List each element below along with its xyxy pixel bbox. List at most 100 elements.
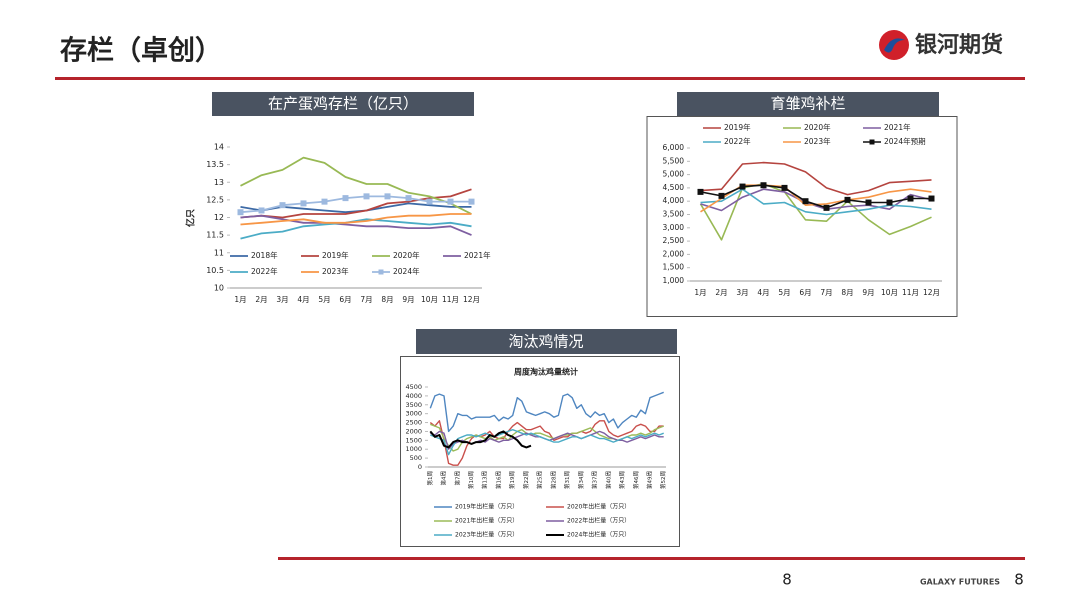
chart-frame <box>646 116 958 317</box>
series-marker <box>886 199 893 206</box>
y-tick-label: 3000 <box>405 410 422 418</box>
y-tick-label: 10 <box>214 284 224 293</box>
y-tick-label: 1000 <box>405 445 422 453</box>
series-line <box>240 213 472 226</box>
x-tick-label: 5月 <box>318 295 330 304</box>
series-marker <box>928 195 935 202</box>
y-tick-label: 12 <box>214 213 224 222</box>
x-tick-label: 12月 <box>463 295 480 304</box>
x-tick-label: 3月 <box>736 288 748 297</box>
legend-label: 2021年出栏量（万只） <box>455 517 518 525</box>
legend-label: 2019年出栏量（万只） <box>455 503 518 511</box>
x-tick-label: 8月 <box>381 295 393 304</box>
chart-frame <box>400 356 680 547</box>
series-marker <box>468 198 475 205</box>
series-marker <box>844 196 851 203</box>
series-marker <box>447 198 454 205</box>
legend-label: 2022年 <box>724 136 751 146</box>
y-tick-label: 12.5 <box>206 195 224 204</box>
series-marker <box>237 209 244 216</box>
x-tick-label: 10月 <box>881 288 898 297</box>
x-tick-label: 2月 <box>715 288 727 297</box>
legend-label: 2022年 <box>251 266 278 276</box>
x-tick-label: 第43周 <box>618 471 626 489</box>
x-tick-label: 第25周 <box>536 471 544 489</box>
series-marker <box>760 182 767 189</box>
y-tick-label: 1,000 <box>663 276 685 285</box>
x-tick-label: 4月 <box>757 288 769 297</box>
footer-brand: GALAXY FUTURES <box>920 578 1000 587</box>
section-header <box>212 92 474 116</box>
y-tick-label: 11 <box>214 248 224 257</box>
section-header-text: 在产蛋鸡存栏（亿只） <box>268 95 418 113</box>
x-tick-label: 5月 <box>778 288 790 297</box>
logo-text: 银河期货 <box>915 32 1003 58</box>
x-tick-label: 第49周 <box>645 471 653 489</box>
y-tick-label: 1500 <box>405 436 422 444</box>
y-tick-label: 0 <box>418 463 422 471</box>
x-tick-label: 8月 <box>841 288 853 297</box>
y-tick-label: 6,000 <box>663 143 685 152</box>
x-tick-label: 第16周 <box>494 471 502 489</box>
section-header <box>677 92 939 116</box>
x-tick-label: 7月 <box>360 295 372 304</box>
x-tick-label: 第37周 <box>591 471 599 489</box>
x-tick-label: 第7周 <box>453 471 461 486</box>
y-tick-label: 5,500 <box>663 156 685 165</box>
series-line <box>430 429 664 456</box>
y-tick-label: 1,500 <box>663 263 685 272</box>
series-line <box>240 188 472 219</box>
x-tick-label: 第10周 <box>467 471 475 489</box>
series-marker <box>802 198 809 205</box>
series-marker <box>258 207 265 214</box>
series-marker <box>697 188 704 195</box>
y-tick-label: 14 <box>214 143 224 152</box>
series-marker <box>426 198 433 205</box>
footer-page: 8 <box>782 571 792 589</box>
legend-label: 2018年 <box>251 250 278 260</box>
x-tick-label: 第46周 <box>632 471 640 489</box>
series-line <box>429 391 664 433</box>
x-tick-label: 1月 <box>234 295 246 304</box>
legend-label: 2022年出栏量（万只） <box>567 517 630 525</box>
y-tick-label: 13 <box>214 178 224 187</box>
footer-page-number: 8 <box>1014 571 1024 589</box>
x-tick-label: 7月 <box>820 288 832 297</box>
series-line <box>700 188 932 212</box>
x-tick-label: 6月 <box>799 288 811 297</box>
x-tick-label: 第4周 <box>440 471 448 486</box>
legend-label: 2024年预期 <box>884 136 926 146</box>
x-tick-label: 2月 <box>255 295 267 304</box>
x-tick-label: 第40周 <box>604 471 612 489</box>
legend-label: 2021年 <box>464 250 491 260</box>
section-header <box>416 329 677 354</box>
y-tick-label: 11.5 <box>206 231 224 240</box>
legend-label: 2023年出栏量（万只） <box>455 531 518 539</box>
x-tick-label: 1月 <box>694 288 706 297</box>
series-marker <box>405 195 412 202</box>
x-tick-label: 第28周 <box>549 471 557 489</box>
series-marker <box>342 195 349 202</box>
footer-rule <box>278 557 1025 560</box>
section-header-text: 淘汰鸡情况 <box>508 333 583 351</box>
series-marker <box>363 193 370 200</box>
chart-title: 周度淘汰鸡量统计 <box>514 367 578 377</box>
series-line <box>240 195 472 214</box>
y-axis-label: 亿只 <box>185 209 197 227</box>
x-tick-label: 11月 <box>902 288 919 297</box>
legend-marker <box>378 269 384 275</box>
y-tick-label: 4,000 <box>663 196 685 205</box>
legend-label: 2021年 <box>884 122 911 132</box>
y-tick-label: 500 <box>410 454 422 462</box>
legend-label: 2024年 <box>393 266 420 276</box>
y-tick-label: 3500 <box>405 401 422 409</box>
legend-label: 2019年 <box>724 122 751 132</box>
series-marker <box>279 202 286 209</box>
series-marker <box>739 183 746 190</box>
legend-marker <box>869 139 875 145</box>
series-marker <box>300 200 307 207</box>
y-tick-label: 4500 <box>405 383 422 391</box>
x-tick-label: 4月 <box>297 295 309 304</box>
x-tick-label: 3月 <box>276 295 288 304</box>
